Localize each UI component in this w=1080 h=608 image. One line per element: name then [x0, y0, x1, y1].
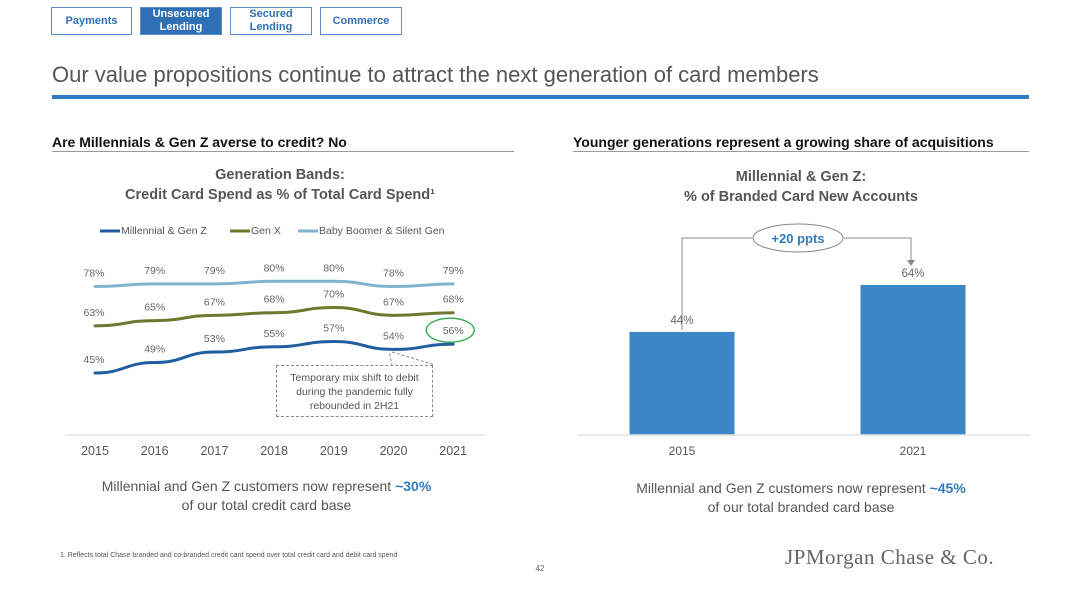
x-tick-2018: 2018 [260, 444, 288, 458]
data-label-millennial-gen-z-2021: 56% [443, 325, 464, 337]
page-number: 42 [535, 564, 545, 573]
bar-value-label-2021: 64% [901, 268, 924, 280]
title-rule [52, 95, 1029, 99]
data-label-gen-x-2019: 70% [323, 289, 344, 301]
annotation-line-2: during the pandemic fully [296, 386, 413, 398]
right-section-heading: Younger generations represent a growing … [573, 134, 994, 150]
annotation-line-1: Temporary mix shift to debit [290, 372, 419, 384]
data-label-baby-boomer-silent-gen-2015: 78% [83, 268, 104, 280]
annotation-connector [389, 351, 436, 366]
data-label-gen-x-2016: 65% [144, 302, 165, 314]
data-label-millennial-gen-z-2017: 53% [204, 333, 225, 345]
right-caption: Millennial and Gen Z customers now repre… [595, 479, 1007, 517]
data-label-gen-x-2018: 68% [264, 294, 285, 306]
data-label-millennial-gen-z-2018: 55% [264, 328, 285, 340]
page-title: Our value propositions continue to attra… [52, 62, 819, 87]
data-label-millennial-gen-z-2015: 45% [83, 354, 104, 366]
series-line-baby-boomer-silent-gen [93, 279, 455, 289]
bar-chart-title-line2: % of Branded Card New Accounts [684, 189, 918, 205]
bar-chart-title-line1: Millennial & Gen Z: [735, 169, 867, 185]
right-caption-value: ~45% [929, 480, 966, 496]
x-tick-2015: 2015 [669, 444, 696, 458]
bar-2021 [860, 285, 966, 435]
change-callout-ellipse [752, 223, 844, 253]
footnote: 1. Reflects total Chase branded and co-b… [60, 552, 398, 559]
change-callout-label: +20 ppts [771, 231, 824, 246]
data-label-baby-boomer-silent-gen-2019: 80% [323, 262, 344, 274]
tab-secured-lending[interactable]: Secured Lending [230, 7, 312, 35]
left-caption-suffix: of our total credit card base [181, 497, 352, 513]
bar-chart-title: Millennial & Gen Z: % of Branded Card Ne… [640, 167, 962, 207]
left-section-heading: Are Millennials & Gen Z averse to credit… [52, 134, 347, 150]
data-label-millennial-gen-z-2020: 54% [383, 330, 404, 342]
data-label-gen-x-2015: 63% [83, 307, 104, 319]
data-label-baby-boomer-silent-gen-2016: 79% [144, 265, 165, 277]
data-label-baby-boomer-silent-gen-2021: 79% [443, 265, 464, 277]
left-section-divider [52, 151, 514, 152]
legend-label-millennial-gen-z: Millennial & Gen Z [121, 225, 207, 237]
x-tick-2017: 2017 [200, 444, 228, 458]
tab-unsecured-lending[interactable]: Unsecured Lending [140, 7, 222, 35]
tab-commerce[interactable]: Commerce [320, 7, 402, 35]
data-label-millennial-gen-z-2016: 49% [144, 344, 165, 356]
line-chart-title-line1: Generation Bands: [215, 167, 345, 183]
legend-label-gen-x: Gen X [251, 225, 281, 237]
x-tick-2020: 2020 [380, 444, 408, 458]
right-caption-suffix: of our total branded card base [707, 499, 895, 515]
right-caption-prefix: Millennial and Gen Z customers now repre… [636, 480, 930, 496]
line-chart-title-line2: Credit Card Spend as % of Total Card Spe… [125, 187, 435, 203]
line-chart-title: Generation Bands: Credit Card Spend as %… [80, 165, 480, 205]
data-label-baby-boomer-silent-gen-2018: 80% [264, 262, 285, 274]
left-caption-prefix: Millennial and Gen Z customers now repre… [101, 478, 396, 494]
data-label-millennial-gen-z-2019: 57% [323, 323, 344, 335]
x-tick-2021: 2021 [439, 444, 467, 458]
data-label-gen-x-2020: 67% [383, 296, 404, 308]
data-label-gen-x-2017: 67% [204, 296, 225, 308]
series-line-gen-x [93, 305, 455, 328]
data-label-gen-x-2021: 68% [443, 294, 464, 306]
right-section-divider [573, 151, 1029, 152]
x-tick-2016: 2016 [141, 444, 169, 458]
series-line-millennial-gen-z [93, 340, 455, 375]
x-tick-2021: 2021 [900, 444, 927, 458]
bar-2015 [629, 331, 735, 435]
annotation-line-3: rebounded in 2H21 [309, 400, 400, 412]
data-label-baby-boomer-silent-gen-2020: 78% [383, 268, 404, 280]
change-arrow-icon [907, 260, 915, 266]
x-tick-2015: 2015 [81, 444, 109, 458]
x-tick-2019: 2019 [320, 444, 348, 458]
left-caption-value: ~30% [395, 478, 432, 494]
change-bracket [681, 237, 912, 330]
left-caption: Millennial and Gen Z customers now repre… [60, 477, 473, 515]
legend-label-baby-boomer-silent-gen: Baby Boomer & Silent Gen [319, 225, 445, 237]
pandemic-annotation-box: Temporary mix shift to debit during the … [276, 365, 433, 417]
tab-payments[interactable]: Payments [51, 7, 132, 35]
highlight-circle-2021 [425, 317, 475, 343]
data-label-baby-boomer-silent-gen-2017: 79% [204, 265, 225, 277]
line-chart: Millennial & Gen Z Gen X Baby Boomer & Sil… [65, 225, 485, 458]
company-logo: JPMorgan Chase & Co. [785, 545, 995, 569]
